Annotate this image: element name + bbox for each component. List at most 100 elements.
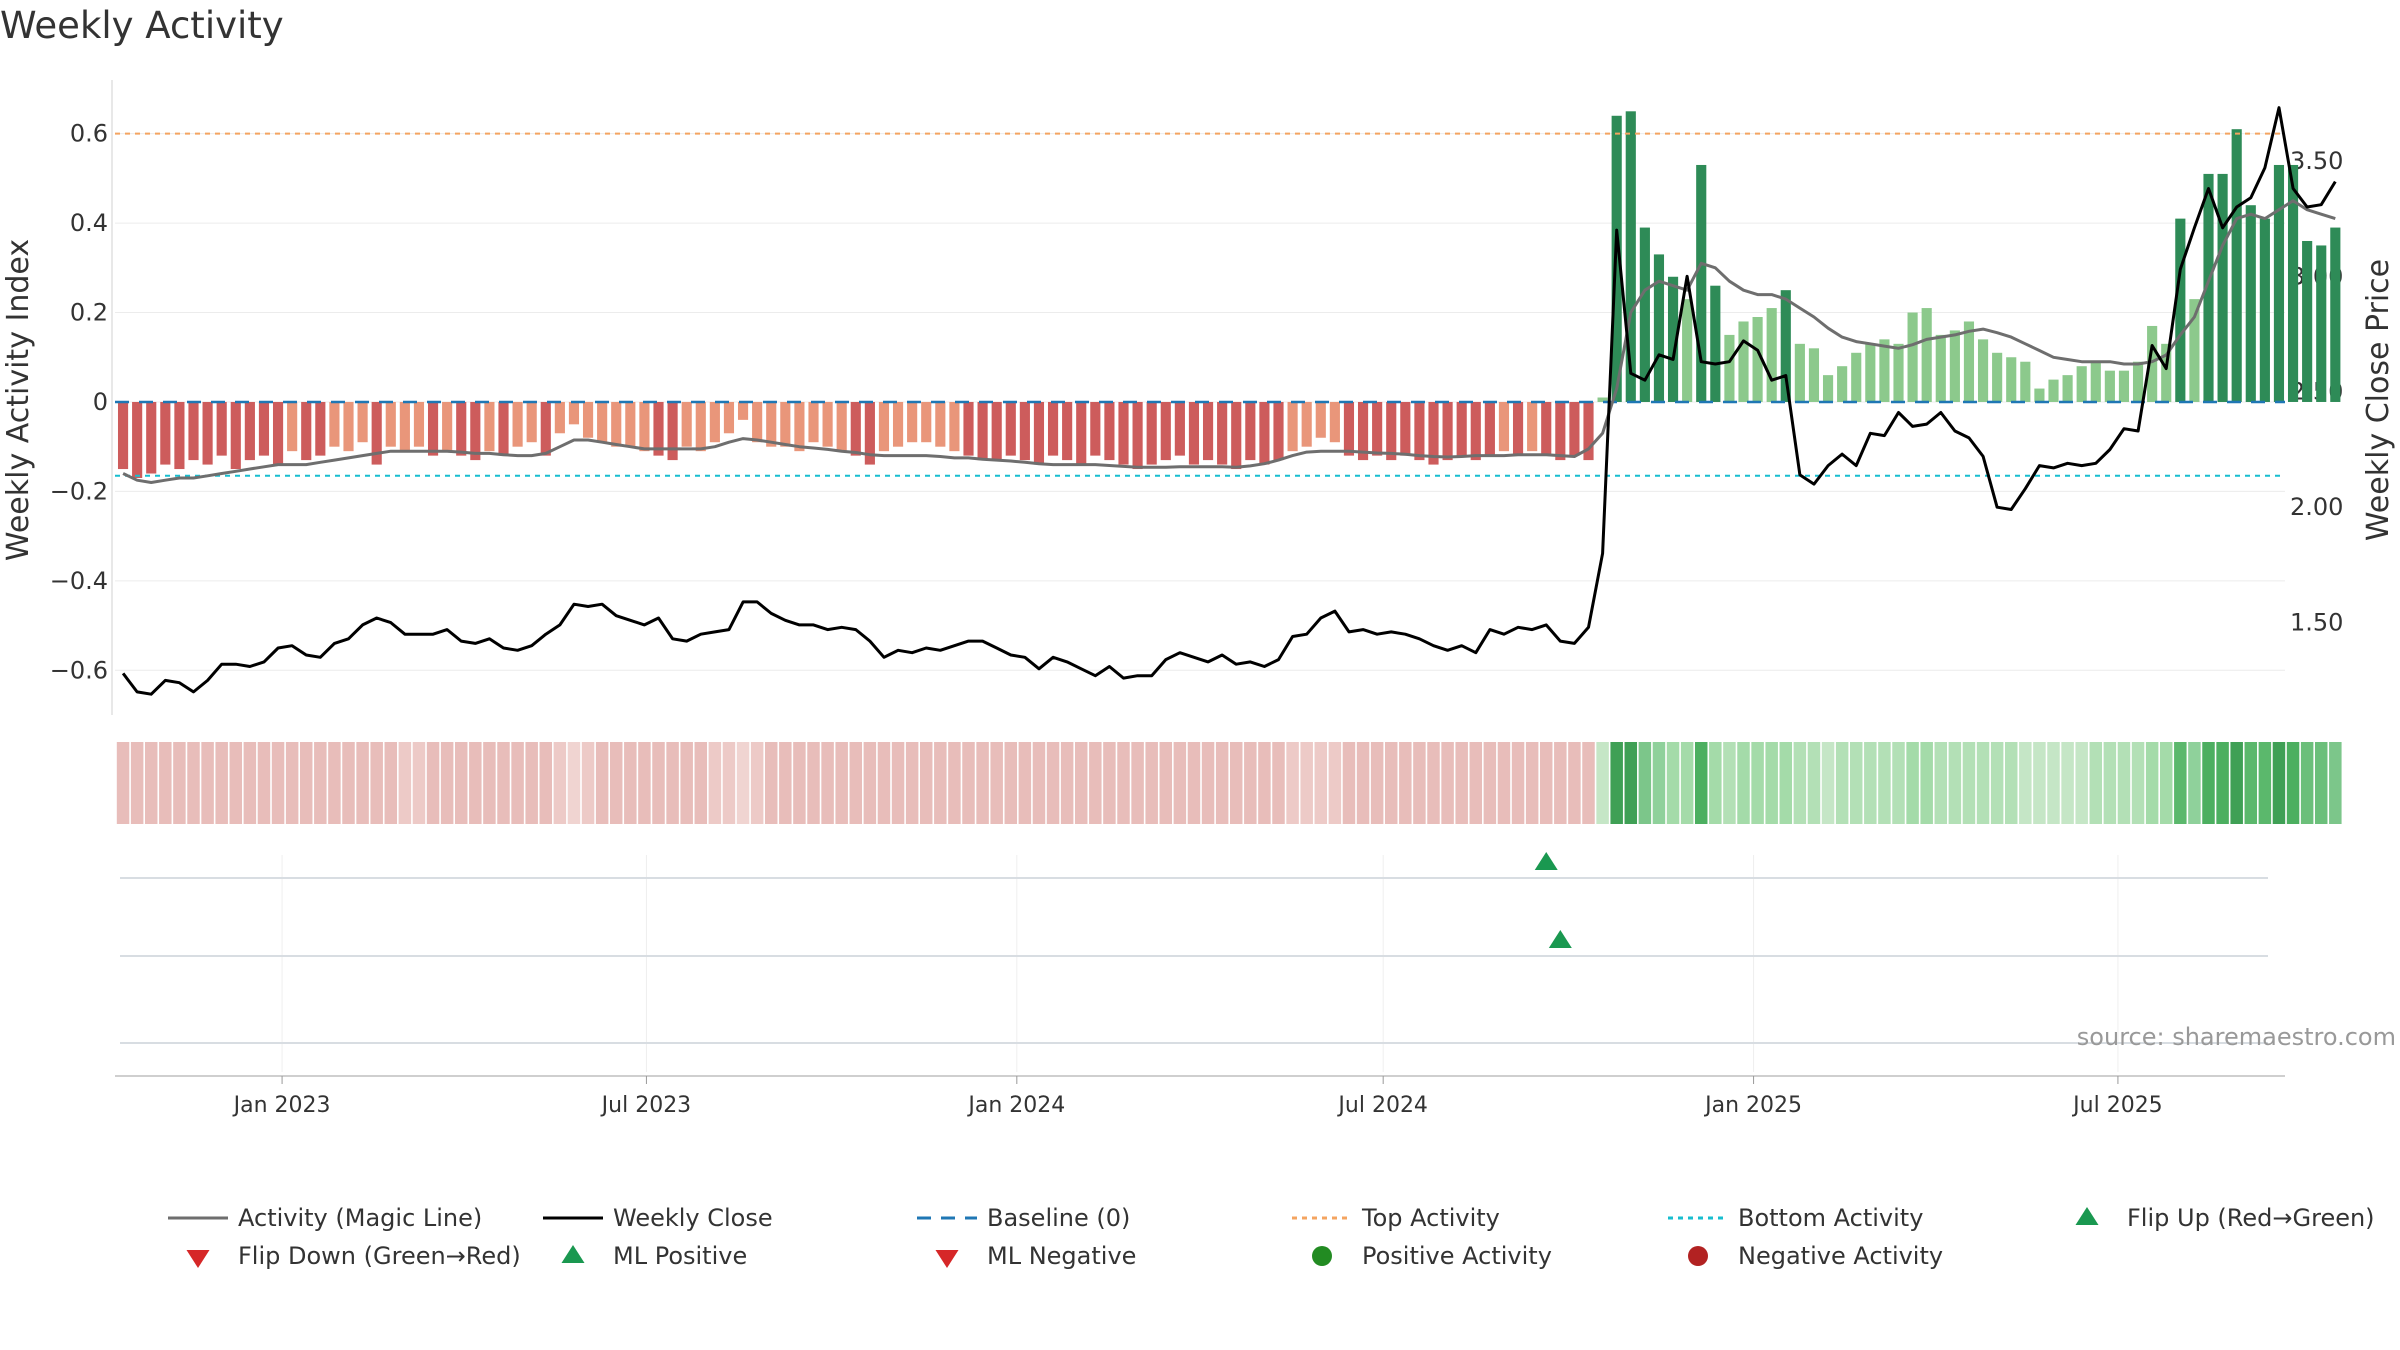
activity-bar — [1541, 401, 1552, 456]
strip-cell — [469, 742, 482, 824]
activity-bar — [1372, 401, 1383, 456]
activity-bar — [117, 401, 129, 470]
strip-cell — [412, 742, 426, 824]
strip-cell — [1497, 742, 1511, 824]
legend-label: Flip Down (Green→Red) — [238, 1242, 521, 1270]
strip-cell — [905, 742, 919, 824]
ml-positive-marker — [1548, 930, 1572, 948]
y2-tick-label: 1.50 — [2290, 609, 2343, 637]
activity-bar — [892, 401, 904, 447]
strip-cell — [1793, 742, 1807, 824]
activity-bar — [1667, 276, 1679, 402]
activity-bar — [1738, 321, 1749, 402]
legend-label: Flip Up (Red→Green) — [2127, 1204, 2375, 1232]
strip-cell — [1018, 742, 1032, 824]
activity-bar — [653, 401, 664, 456]
strip-cell — [215, 742, 228, 824]
legend-swatch — [935, 1250, 959, 1268]
activity-bar — [244, 401, 255, 461]
strip-cell — [426, 742, 440, 824]
y2-tick-label: 2.00 — [2290, 493, 2343, 521]
strip-cell — [2300, 742, 2314, 824]
activity-bar — [2203, 173, 2214, 402]
activity-bar — [850, 401, 861, 456]
strip-cell — [1878, 742, 1891, 824]
activity-bar — [385, 401, 396, 447]
activity-bar — [1033, 401, 1045, 465]
strip-cell — [1342, 742, 1356, 824]
activity-bar — [921, 401, 932, 443]
strip-cell — [1976, 742, 1990, 824]
strip-cell — [835, 742, 848, 824]
strip-cell — [1751, 742, 1764, 824]
activity-bar — [568, 401, 580, 425]
strip-cell — [2258, 742, 2272, 824]
activity-bar — [1808, 348, 1820, 402]
activity-bar — [2217, 173, 2228, 402]
strip-cell — [567, 742, 581, 824]
activity-bar — [1837, 366, 1848, 402]
strip-cell — [173, 742, 186, 824]
legend-item: Flip Up (Red→Green) — [2075, 1204, 2375, 1232]
activity-bar — [1456, 401, 1467, 456]
strip-cell — [990, 742, 1003, 824]
strip-cell — [2244, 742, 2258, 824]
activity-bar — [2175, 218, 2186, 402]
legend-item: Baseline (0) — [917, 1204, 1130, 1232]
activity-bar — [1047, 401, 1059, 456]
activity-bar — [2189, 299, 2200, 402]
activity-bar — [442, 401, 453, 452]
legend-item: ML Positive — [561, 1242, 747, 1270]
activity-bar — [1076, 401, 1087, 465]
strip-cell — [1568, 742, 1581, 824]
strip-cell — [2174, 742, 2187, 824]
activity-bar — [963, 401, 974, 456]
activity-bar — [1231, 401, 1242, 470]
activity-bar — [1442, 401, 1453, 461]
strip-cell — [1694, 742, 1708, 824]
activity-bar — [216, 401, 227, 456]
magic-line — [122, 199, 2336, 484]
strip-cell — [863, 742, 877, 824]
strip-cell — [821, 742, 834, 824]
strip-cell — [229, 742, 243, 824]
activity-bar — [2006, 357, 2017, 402]
strip-cell — [201, 742, 214, 824]
activity-bar — [794, 401, 805, 452]
activity-bar — [188, 401, 199, 461]
activity-bar — [329, 401, 340, 447]
activity-bar — [1724, 334, 1735, 402]
strip-cell — [2230, 742, 2243, 824]
strip-cell — [750, 742, 764, 824]
legend-label: Negative Activity — [1738, 1242, 1943, 1270]
legend-item: Bottom Activity — [1668, 1204, 1923, 1232]
strip-cell — [1596, 742, 1609, 824]
activity-bar — [864, 401, 875, 465]
activity-bar — [2034, 388, 2045, 402]
activity-bar — [540, 401, 551, 456]
strip-cell — [1934, 742, 1948, 824]
strip-cell — [1723, 742, 1736, 824]
strip-cell — [1187, 742, 1201, 824]
source-label: source: sharemaestro.com — [2077, 1023, 2396, 1051]
strip-cell — [1356, 742, 1370, 824]
activity-bar — [427, 401, 439, 456]
activity-bar — [878, 401, 890, 452]
activity-bar — [512, 401, 523, 447]
strip-cell — [440, 742, 454, 824]
activity-bar — [1682, 299, 1693, 402]
activity-bar — [1259, 401, 1270, 465]
strip-cell — [553, 742, 567, 824]
activity-bar — [554, 401, 565, 434]
activity-bar — [2048, 379, 2059, 402]
activity-bar — [1597, 397, 1608, 402]
strip-cell — [1384, 742, 1398, 824]
strip-cell — [1244, 742, 1257, 824]
x-axis: Jan 2023 Jul 2023 Jan 2024 Jul 2024 Jan 2025… — [115, 1075, 2285, 1118]
activity-bar — [258, 401, 270, 456]
chart-title: Weekly Activity — [0, 4, 284, 47]
strip-cell — [1554, 742, 1567, 824]
activity-bar — [625, 401, 636, 447]
activity-bar — [357, 401, 368, 443]
strip-cell — [1370, 742, 1384, 824]
